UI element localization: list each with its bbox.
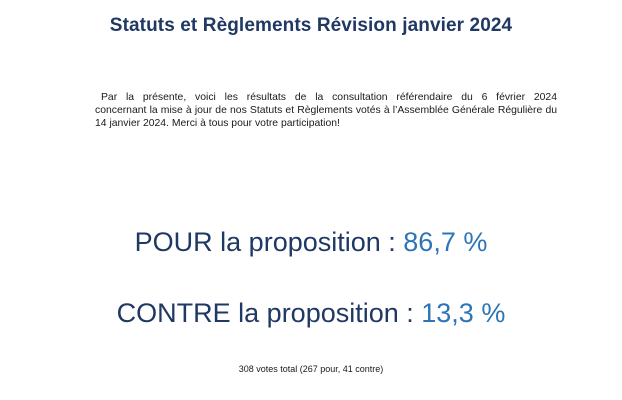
intro-line-1: Par la présente, voici les résultats de … [101, 92, 557, 103]
document-title: Statuts et Règlements Révision janvier 2… [109, 15, 513, 36]
result-pour: POUR la proposition : 86,7 % [0, 227, 622, 258]
intro-paragraph: Par la présente, voici les résultats de … [95, 91, 557, 130]
result-contre-label: CONTRE la proposition : [116, 298, 422, 328]
vote-totals: 308 votes total (267 pour, 41 contre) [238, 364, 384, 374]
intro-line-3: 14 janvier 2024. Merci à tous pour votre… [95, 118, 340, 129]
result-contre-value: 13,3 % [421, 298, 506, 328]
result-pour-value: 86,7 % [403, 227, 488, 257]
result-pour-label: POUR la proposition : [134, 227, 404, 257]
result-contre: CONTRE la proposition : 13,3 % [0, 298, 622, 329]
intro-line-2: concernant la mise à jour de nos Statuts… [95, 105, 557, 116]
